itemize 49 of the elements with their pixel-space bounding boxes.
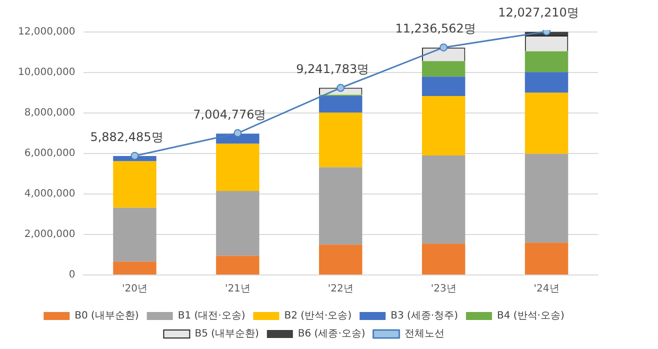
bar — [216, 190, 260, 256]
legend-label: B1 (대전·오송) — [178, 310, 246, 322]
y-tick-label: 8,000,000 — [24, 108, 76, 119]
bar — [422, 96, 466, 156]
bar — [113, 161, 156, 208]
legend-label: B4 (반석·오송) — [496, 310, 564, 322]
bar — [422, 244, 466, 274]
bar — [319, 112, 362, 168]
bar — [113, 262, 156, 274]
bar — [319, 96, 362, 113]
point — [440, 43, 448, 52]
point — [130, 152, 139, 160]
legend-label: B2 (반석·오송) — [284, 310, 352, 322]
bar — [524, 51, 568, 72]
legend-label: 전체노선 — [404, 328, 444, 340]
y-tick-label: 0 — [68, 270, 76, 281]
x-tick-label: '24년 — [534, 284, 560, 295]
legend-label: B0 (내부순환) — [74, 310, 139, 322]
bar — [216, 144, 260, 191]
data-label: 7,004,776명 — [193, 107, 266, 122]
bar — [524, 72, 568, 93]
legend-label: B5 (내부순환) — [194, 328, 260, 340]
bar — [524, 154, 568, 243]
bar — [319, 167, 362, 245]
bar — [216, 256, 260, 274]
y-tick-label: 6,000,000 — [24, 148, 76, 160]
bar — [422, 76, 466, 96]
bar — [422, 61, 466, 77]
data-label: 11,236,562명 — [395, 22, 476, 36]
bar — [319, 244, 362, 274]
x-tick-label: '22년 — [328, 284, 354, 295]
x-tick-label: '23년 — [430, 284, 456, 295]
y-tick-label: 10,000,000 — [18, 67, 76, 78]
point — [336, 84, 345, 92]
legend-label: B6 (세종·오송) — [298, 328, 366, 340]
data-label: 12,027,210명 — [498, 6, 579, 20]
x-tick-label: '21년 — [224, 284, 250, 295]
data-label: 5,882,485명 — [90, 130, 164, 144]
x-tick-label: '20년 — [122, 284, 148, 295]
data-label: 9,241,783명 — [296, 62, 370, 76]
y-tick-label: 2,000,000 — [24, 229, 76, 240]
point — [234, 129, 242, 138]
bar — [113, 208, 156, 262]
y-tick-label: 4,000,000 — [24, 188, 76, 200]
y-tick-label: 12,000,000 — [18, 26, 76, 38]
bar — [524, 92, 568, 154]
bar — [524, 242, 568, 274]
legend-label: B3 (세종·청주) — [390, 310, 458, 322]
bar — [422, 156, 466, 244]
